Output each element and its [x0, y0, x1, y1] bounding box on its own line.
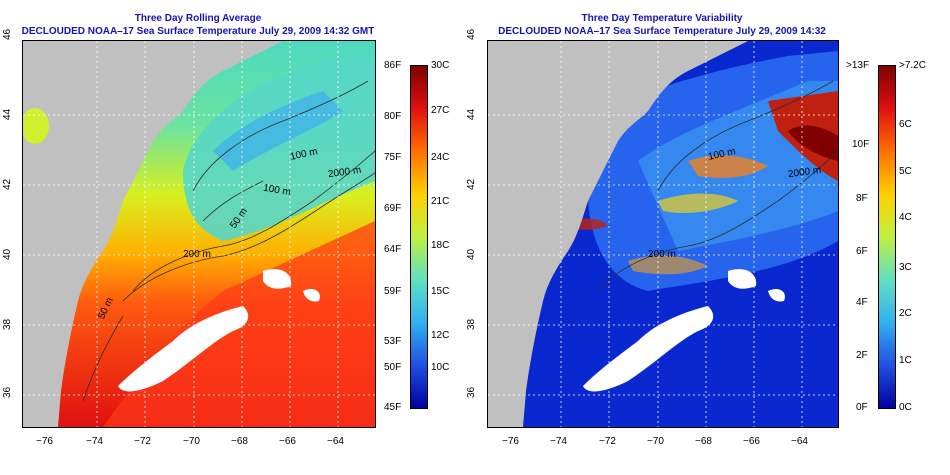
x-tick: −72	[134, 436, 151, 447]
colorbar-label: >13F	[846, 60, 870, 71]
x-tick: −70	[647, 436, 664, 447]
colorbar-label: 0C	[899, 402, 912, 413]
colorbar-label: 8F	[856, 193, 868, 204]
colorbar-label: 64F	[384, 244, 402, 255]
colorbar-label: 50F	[384, 362, 402, 373]
y-tick: 40	[466, 248, 477, 260]
right-colorbar	[878, 65, 896, 409]
colorbar-label: 18C	[431, 240, 450, 251]
y-tick: 46	[2, 28, 13, 40]
colorbar-label: 10F	[852, 139, 870, 150]
left-colorbar	[410, 65, 428, 409]
colorbar-label: 45F	[384, 402, 402, 413]
colorbar-label: 27C	[431, 105, 450, 116]
x-tick: −68	[695, 436, 712, 447]
colorbar-label: 1C	[899, 355, 912, 366]
y-tick: 38	[466, 318, 477, 330]
colorbar-label: 0F	[856, 402, 868, 413]
x-tick: −74	[550, 436, 567, 447]
colorbar-label: 6F	[856, 246, 868, 257]
x-tick: −72	[599, 436, 616, 447]
y-tick: 44	[466, 108, 477, 120]
x-tick: −76	[36, 436, 53, 447]
contour-label: 200 m	[648, 249, 676, 260]
left-sst-map: 100 m 100 m 2000 m 50 m 200 m 50 m	[22, 40, 376, 428]
colorbar-label: 4F	[856, 297, 868, 308]
colorbar-label: 86F	[384, 60, 402, 71]
colorbar-label: 6C	[899, 119, 912, 130]
contour-label: 200 m	[183, 249, 211, 260]
x-tick: −68	[231, 436, 248, 447]
y-tick: 42	[2, 178, 13, 190]
colorbar-label: 53F	[384, 336, 402, 347]
colorbar-label: 69F	[384, 203, 402, 214]
x-tick: −64	[791, 436, 808, 447]
colorbar-label: 5C	[899, 166, 912, 177]
left-subtitle: DECLOUDED NOAA–17 Sea Surface Temperatur…	[21, 26, 375, 37]
x-tick: −66	[743, 436, 760, 447]
colorbar-label: 21C	[431, 196, 450, 207]
colorbar-label: 59F	[384, 286, 402, 297]
y-tick: 44	[2, 108, 13, 120]
left-title: Three Day Rolling Average	[134, 13, 262, 24]
right-variability-map: 100 m 2000 m 200 m	[487, 40, 839, 428]
colorbar-label: 12C	[431, 330, 450, 341]
right-title: Three Day Temperature Variability	[581, 13, 743, 24]
colorbar-label: 4C	[899, 212, 912, 223]
y-tick: 36	[466, 386, 477, 398]
y-tick: 36	[2, 386, 13, 398]
x-tick: −74	[86, 436, 103, 447]
x-tick: −64	[327, 436, 344, 447]
x-tick: −66	[279, 436, 296, 447]
colorbar-label: 30C	[431, 60, 450, 71]
x-tick: −70	[183, 436, 200, 447]
x-tick: −76	[502, 436, 519, 447]
colorbar-label: 2C	[899, 308, 912, 319]
colorbar-label: 15C	[431, 286, 450, 297]
y-tick: 46	[466, 28, 477, 40]
sst-average-image	[23, 41, 375, 427]
colorbar-label: 24C	[431, 152, 450, 163]
colorbar-label: 80F	[384, 111, 402, 122]
colorbar-label: 3C	[899, 262, 912, 273]
colorbar-label: >7.2C	[899, 60, 926, 71]
sst-variability-image	[488, 41, 838, 427]
colorbar-label: 75F	[384, 152, 402, 163]
colorbar-label: 10C	[431, 362, 450, 373]
y-tick: 40	[2, 248, 13, 260]
y-tick: 38	[2, 318, 13, 330]
y-tick: 42	[466, 178, 477, 190]
colorbar-label: 2F	[856, 350, 868, 361]
